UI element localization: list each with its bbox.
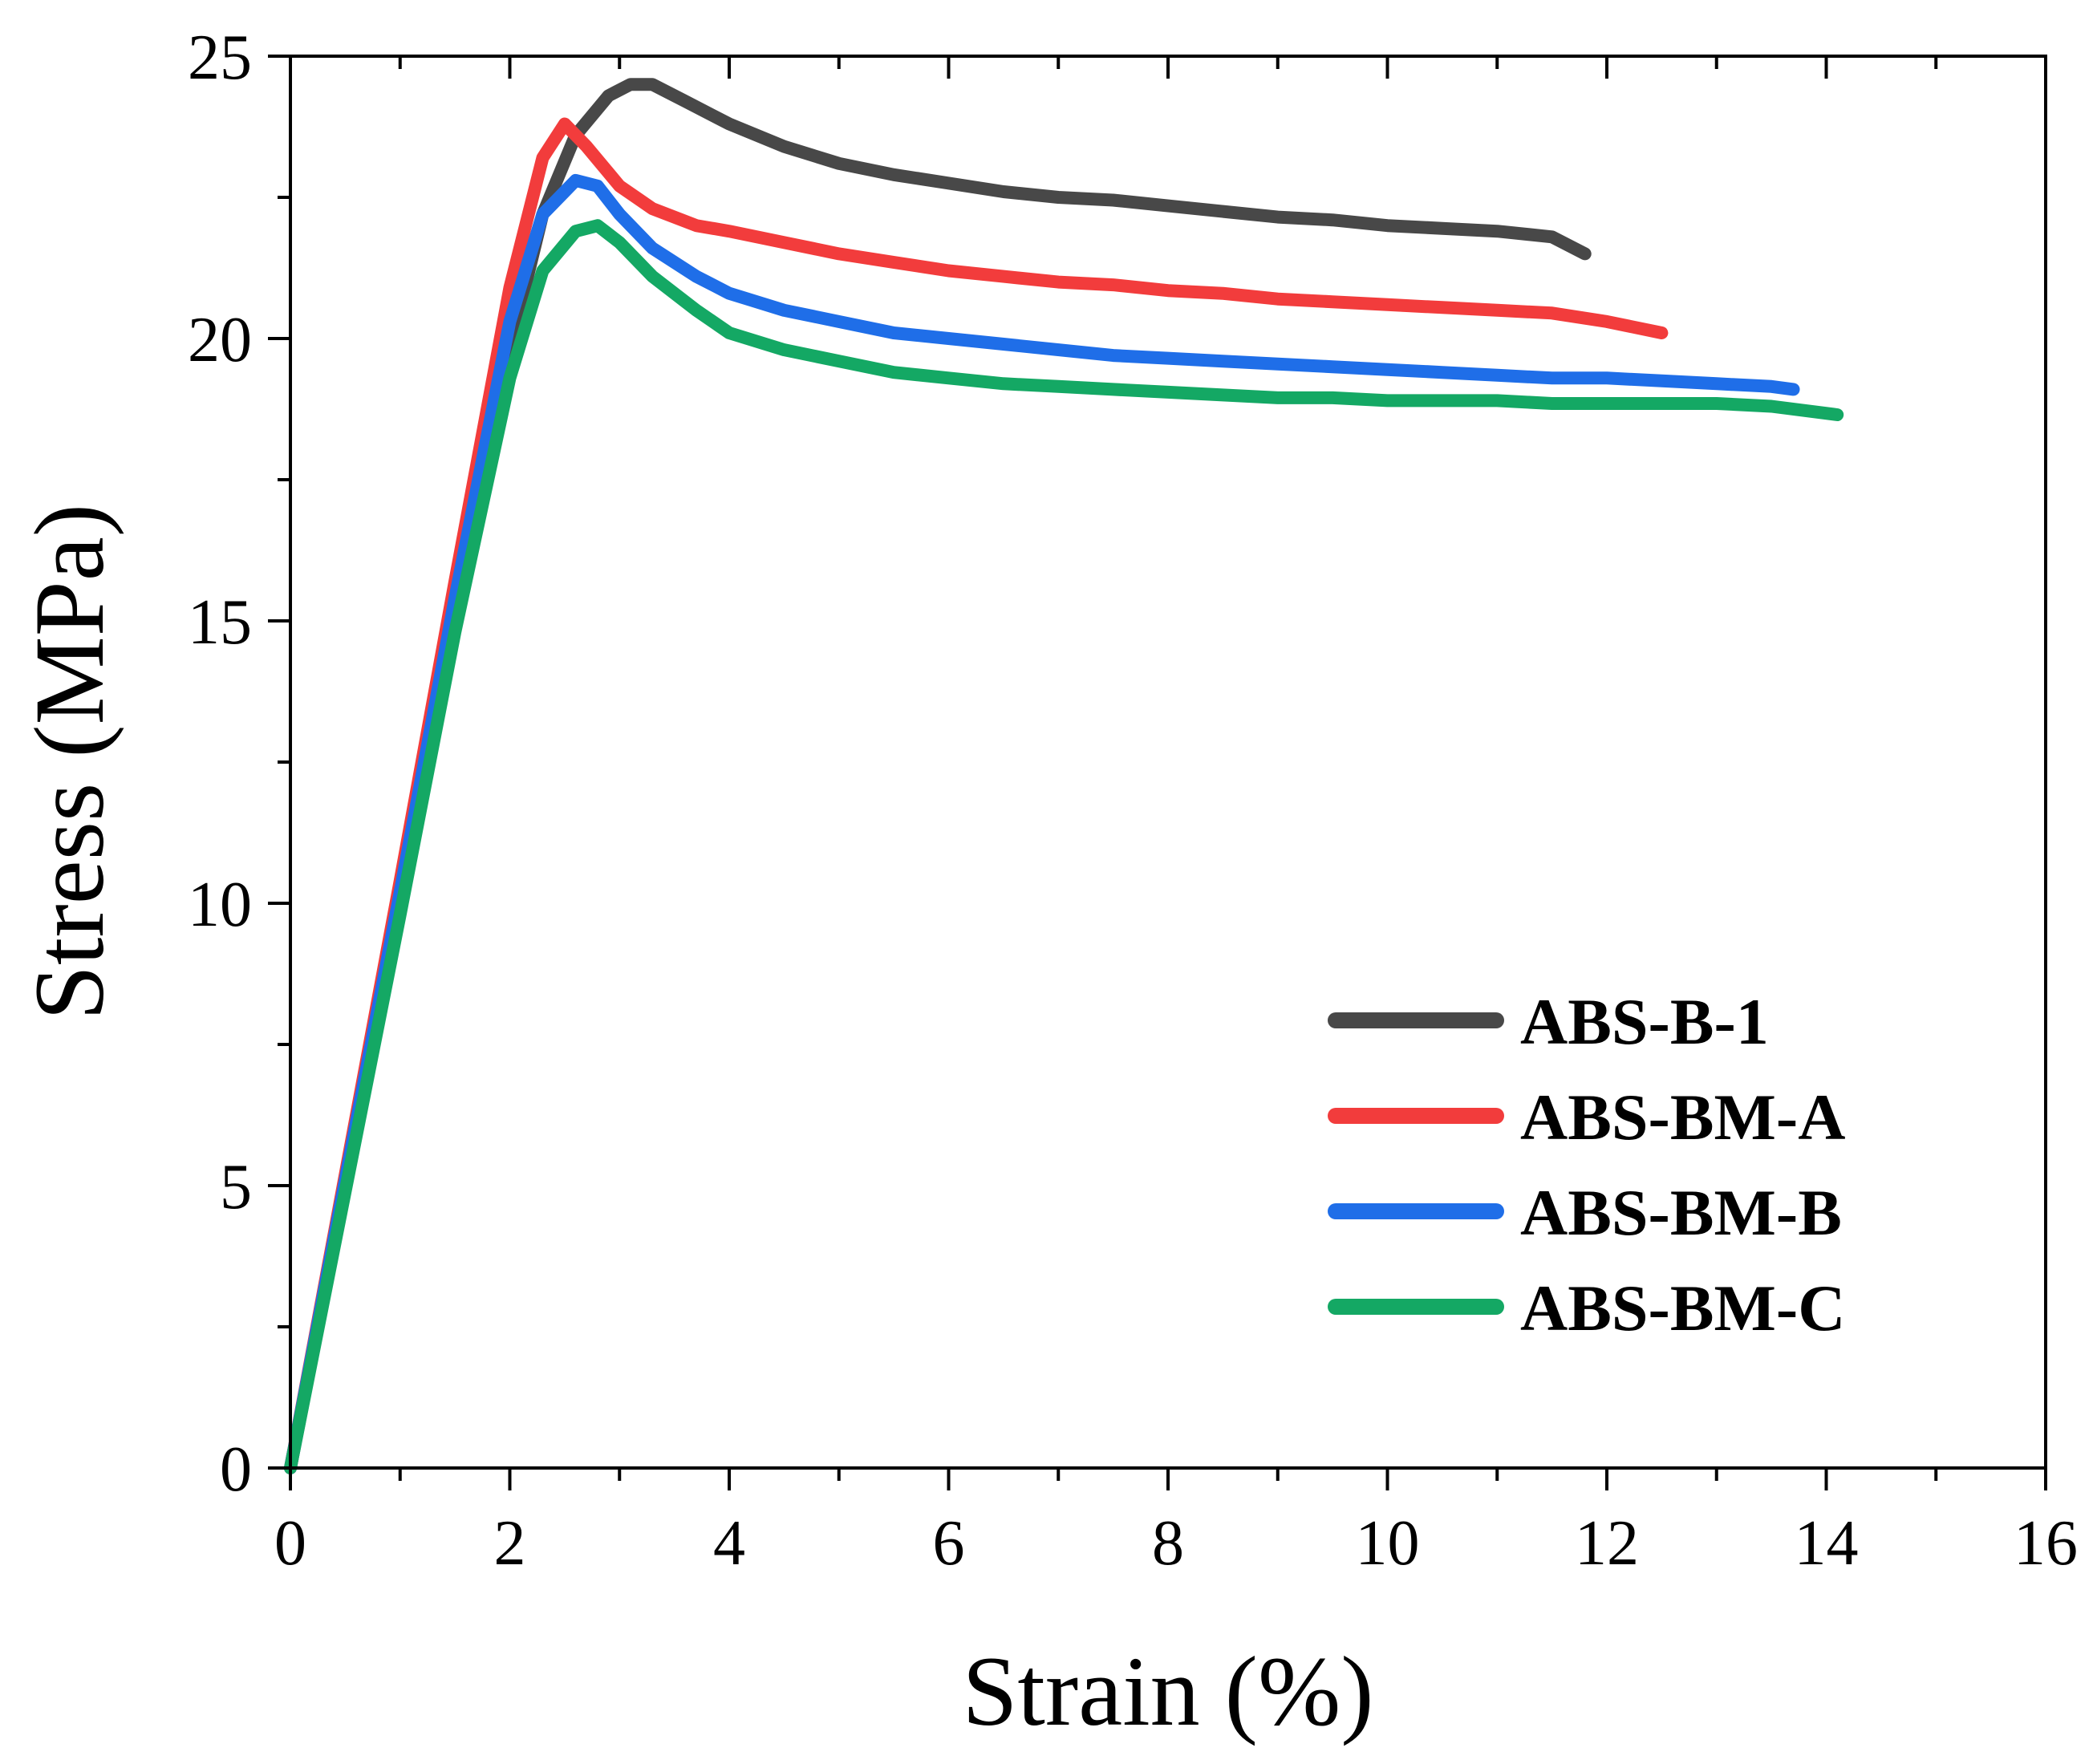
y-tick-label: 25	[188, 22, 252, 93]
series-line-abs-bm-c	[284, 219, 1844, 1474]
y-tick-label: 0	[220, 1434, 252, 1505]
y-tick-label: 15	[188, 587, 252, 658]
x-tick-label: 14	[1795, 1508, 1859, 1579]
x-tick-label: 0	[274, 1508, 306, 1579]
series-line-abs-b-1	[284, 78, 1592, 1474]
legend-label-abs-b-1: ABS-B-1	[1520, 985, 1769, 1058]
tick-layer: 0 2 4 6 8 10 12 14 16 0 5 10 15 20 25	[188, 22, 2078, 1579]
x-tick-label: 2	[494, 1508, 526, 1579]
legend-label-abs-bm-a: ABS-BM-A	[1520, 1081, 1845, 1154]
x-tick-label: 16	[2014, 1508, 2078, 1579]
x-tick-label: 4	[713, 1508, 745, 1579]
x-tick-label: 12	[1575, 1508, 1639, 1579]
x-axis-title: Strain (%)	[962, 1636, 1373, 1746]
series-line-abs-bm-a	[284, 117, 1669, 1474]
series-line-abs-bm-b	[284, 173, 1800, 1474]
y-axis-title: Stress (MPa)	[14, 504, 124, 1020]
plot-frame	[289, 55, 2047, 1470]
x-tick-label: 8	[1152, 1508, 1184, 1579]
series-layer	[284, 78, 1844, 1474]
legend-label-abs-bm-c: ABS-BM-C	[1520, 1271, 1845, 1344]
y-tick-label: 5	[220, 1152, 252, 1223]
y-tick-label: 20	[188, 305, 252, 375]
x-tick-label: 10	[1356, 1508, 1420, 1579]
legend-label-abs-bm-b: ABS-BM-B	[1520, 1176, 1842, 1249]
y-tick-label: 10	[188, 870, 252, 940]
x-tick-label: 6	[933, 1508, 965, 1579]
legend: ABS-B-1 ABS-BM-A ABS-BM-B ABS-BM-C	[1328, 985, 1845, 1344]
